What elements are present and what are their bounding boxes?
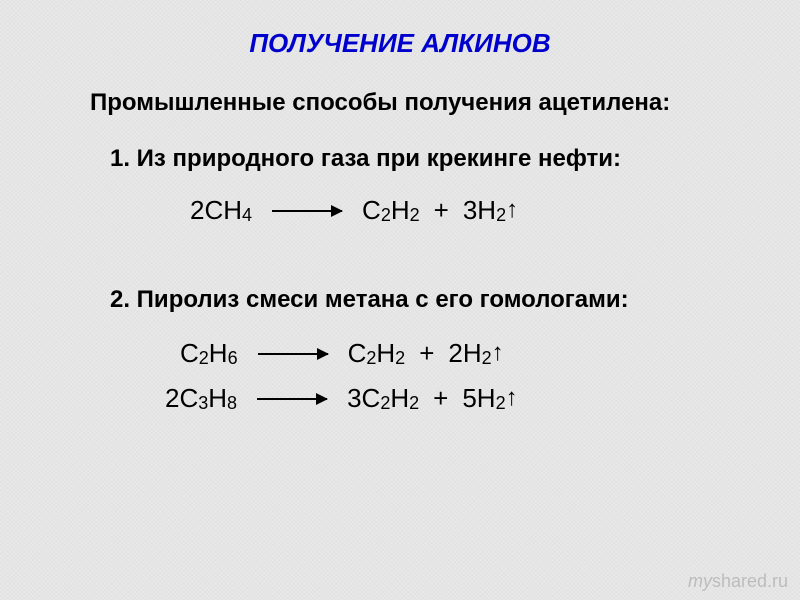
eq2-reactant: C2H6 <box>180 338 238 369</box>
eq3-p1-h: H <box>390 383 409 414</box>
eq2-p1-h: H <box>376 338 395 369</box>
eq2-p1-csub: 2 <box>366 348 376 369</box>
reaction-arrow-icon <box>258 353 328 355</box>
eq3-r-csub: 3 <box>198 393 208 414</box>
slide-subtitle: Промышленные способы получения ацетилена… <box>90 89 760 117</box>
eq2-product1: C2H2 <box>348 338 406 369</box>
eq1-p2-sub: 2 <box>496 205 506 226</box>
eq3-r-coeff: 2 <box>165 383 179 414</box>
eq2-plus: + <box>419 338 434 369</box>
eq1-product2: 3H2↑ <box>463 195 518 226</box>
eq1-reactant-coeff: 2 <box>190 195 204 226</box>
eq3-r-c: C <box>179 383 198 414</box>
reaction-arrow-icon <box>272 210 342 212</box>
method2-heading: 2. Пиролиз смеси метана с его гомологами… <box>110 286 760 314</box>
eq3-p1-hsub: 2 <box>409 393 419 414</box>
eq3-p1-csub: 2 <box>380 393 390 414</box>
equation-2: C2H6 C2H2 + 2H2↑ <box>180 338 760 369</box>
eq1-p1-h: H <box>391 195 410 226</box>
eq1-p1-c: C <box>362 195 381 226</box>
eq3-r-h: H <box>208 383 227 414</box>
eq2-r-hsub: 6 <box>228 348 238 369</box>
eq2-p2-sub: 2 <box>482 348 492 369</box>
eq3-p2-coeff: 5 <box>462 383 476 414</box>
eq1-product1: C2H2 <box>362 195 420 226</box>
eq2-p2-coeff: 2 <box>448 338 462 369</box>
eq3-reactant: 2C3H8 <box>165 383 237 414</box>
eq2-p2-sym: H <box>463 338 482 369</box>
gas-arrow-icon: ↑ <box>506 196 518 224</box>
eq1-p2-coeff: 3 <box>463 195 477 226</box>
eq3-p1-coeff: 3 <box>347 383 361 414</box>
eq3-p2-sub: 2 <box>496 393 506 414</box>
watermark: myshared.ru <box>688 571 788 592</box>
eq1-p1-hsub: 2 <box>410 205 420 226</box>
method1-heading: 1. Из природного газа при крекинге нефти… <box>110 145 760 173</box>
equation-3: 2C3H8 3C2H2 + 5H2↑ <box>165 383 760 414</box>
watermark-text: shared.ru <box>712 571 788 591</box>
eq1-reactant-sym: CH <box>204 195 242 226</box>
gas-arrow-icon: ↑ <box>492 339 504 367</box>
slide-title: ПОЛУЧЕНИЕ АЛКИНОВ <box>140 28 660 59</box>
eq3-product2: 5H2↑ <box>462 383 517 414</box>
eq1-reactant: 2CH4 <box>190 195 252 226</box>
slide-content: ПОЛУЧЕНИЕ АЛКИНОВ Промышленные способы п… <box>0 0 800 600</box>
eq3-r-hsub: 8 <box>227 393 237 414</box>
eq2-r-h: H <box>209 338 228 369</box>
eq2-r-csub: 2 <box>199 348 209 369</box>
eq3-product1: 3C2H2 <box>347 383 419 414</box>
equation-1: 2CH4 C2H2 + 3H2↑ <box>190 195 760 226</box>
eq2-r-c: C <box>180 338 199 369</box>
eq1-p1-csub: 2 <box>381 205 391 226</box>
eq1-p2-sym: H <box>477 195 496 226</box>
eq3-p2-sym: H <box>477 383 496 414</box>
eq1-reactant-sub: 4 <box>242 205 252 226</box>
eq2-product2: 2H2↑ <box>448 338 503 369</box>
watermark-prefix: my <box>688 571 712 591</box>
gas-arrow-icon: ↑ <box>506 384 518 412</box>
eq2-p1-c: C <box>348 338 367 369</box>
eq1-plus: + <box>434 195 449 226</box>
eq3-p1-c: C <box>362 383 381 414</box>
reaction-arrow-icon <box>257 398 327 400</box>
eq2-p1-hsub: 2 <box>395 348 405 369</box>
eq3-plus: + <box>433 383 448 414</box>
